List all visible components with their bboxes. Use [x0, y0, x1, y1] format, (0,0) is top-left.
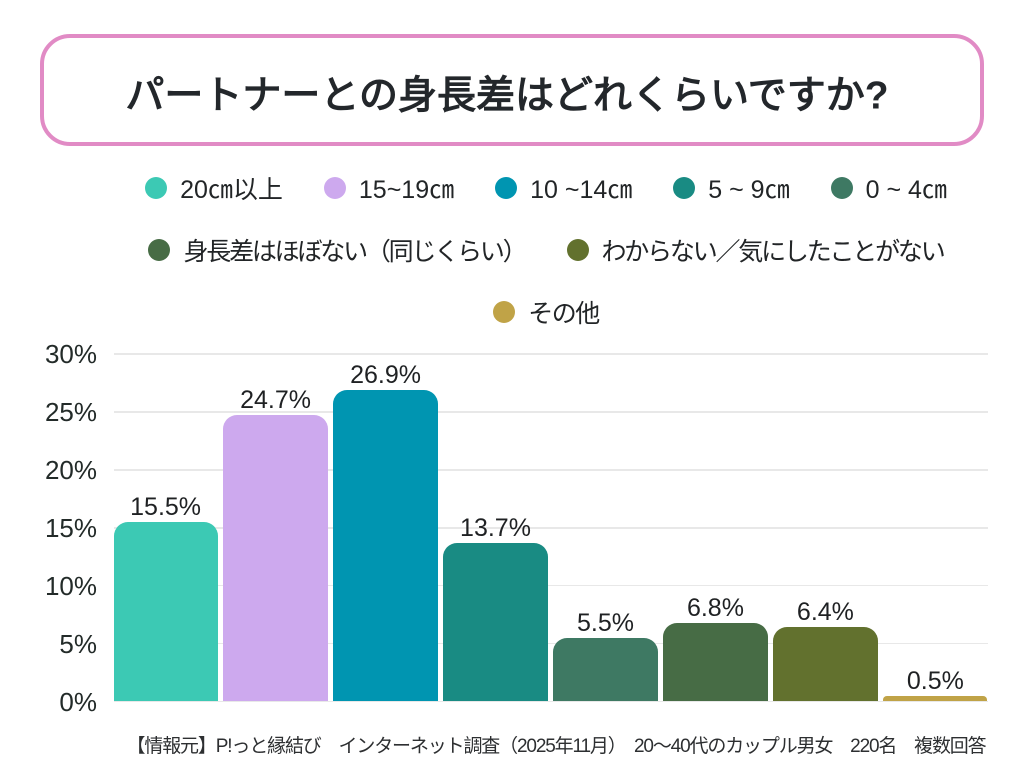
- legend-label: 10 ~14㎝: [530, 176, 633, 204]
- legend-label: 5 ~ 9㎝: [708, 176, 790, 204]
- legend-item: その他: [493, 294, 600, 330]
- bar-3: [333, 389, 438, 702]
- y-axis-tick-label: 20%: [44, 454, 97, 485]
- legend-row: その他: [68, 299, 1024, 328]
- gridline: [113, 527, 988, 529]
- gridline: [113, 411, 988, 413]
- legend-label: 15~19㎝: [358, 176, 455, 204]
- legend-dot-icon: [493, 301, 516, 323]
- gridline: [113, 469, 988, 471]
- legend-item: 身長差はほぼない（同じくらい）: [148, 232, 528, 268]
- bar-7: [773, 627, 878, 702]
- gridline: [113, 700, 988, 703]
- legend-dot-icon: [148, 239, 171, 261]
- source-note: 【情報元】P!っと縁結び インターネット調査（2025年11月） 20〜40代の…: [126, 736, 986, 757]
- bar-value-label: 26.9%: [350, 360, 421, 389]
- legend-label: 身長差はほぼない（同じくらい）: [183, 238, 527, 266]
- y-axis-tick-label: 25%: [44, 397, 97, 427]
- legend-dot-icon: [145, 177, 168, 199]
- legend-item: 5 ~ 9㎝: [673, 170, 790, 206]
- bar-value-label: 13.7%: [460, 513, 531, 542]
- bar-value-label: 6.4%: [796, 598, 854, 627]
- legend-row: 身長差はほぼない（同じくらい） わからない／気にしたことがない: [68, 237, 1024, 266]
- bar-value-label: 5.5%: [576, 608, 634, 637]
- gridline: [113, 642, 988, 645]
- legend-dot-icon: [323, 177, 346, 199]
- bar-5: [553, 637, 658, 702]
- bar-1: [113, 522, 218, 702]
- legend-item: 0 ~ 4㎝: [830, 170, 947, 206]
- y-axis-tick-label: 30%: [44, 339, 97, 370]
- legend-dot-icon: [673, 177, 696, 199]
- legend-item: 10 ~14㎝: [495, 170, 632, 206]
- legend-dot-icon: [830, 177, 853, 199]
- legend-item: 15~19㎝: [323, 170, 455, 206]
- bar-2: [223, 415, 328, 702]
- title-box: パートナーとの身長差はどれくらいですか?: [40, 34, 984, 146]
- legend-label: わからない／気にしたことがない: [601, 238, 946, 266]
- legend-dot-icon: [495, 177, 518, 199]
- legend-dot-icon: [566, 239, 589, 261]
- bar-8: [883, 695, 988, 702]
- bar-value-label: 24.7%: [240, 386, 311, 415]
- y-axis-tick-label: 15%: [44, 512, 97, 543]
- gridline: [113, 584, 988, 587]
- y-axis-tick-label: 0%: [59, 686, 97, 717]
- legend-item: わからない／気にしたことがない: [566, 232, 946, 268]
- chart-title: パートナーとの身長差はどれくらいですか?: [125, 74, 889, 118]
- bar-value-label: 15.5%: [130, 493, 202, 521]
- y-axis-tick-label: 5%: [59, 628, 97, 659]
- gridline: [113, 353, 988, 355]
- bar-value-label: 0.5%: [906, 666, 964, 695]
- legend-label: その他: [528, 300, 600, 328]
- legend-label: 0 ~ 4㎝: [865, 176, 947, 204]
- bar-4: [443, 542, 548, 702]
- bar-6: [663, 622, 768, 702]
- y-axis-tick-label: 10%: [44, 570, 97, 601]
- legend-row: 20㎝以上 15~19㎝ 10 ~14㎝ 5 ~ 9㎝ 0 ~ 4㎝: [68, 175, 1024, 204]
- legend-label: 20㎝以上: [180, 176, 283, 204]
- bar-value-label: 6.8%: [686, 593, 744, 622]
- legend-item: 20㎝以上: [145, 170, 283, 206]
